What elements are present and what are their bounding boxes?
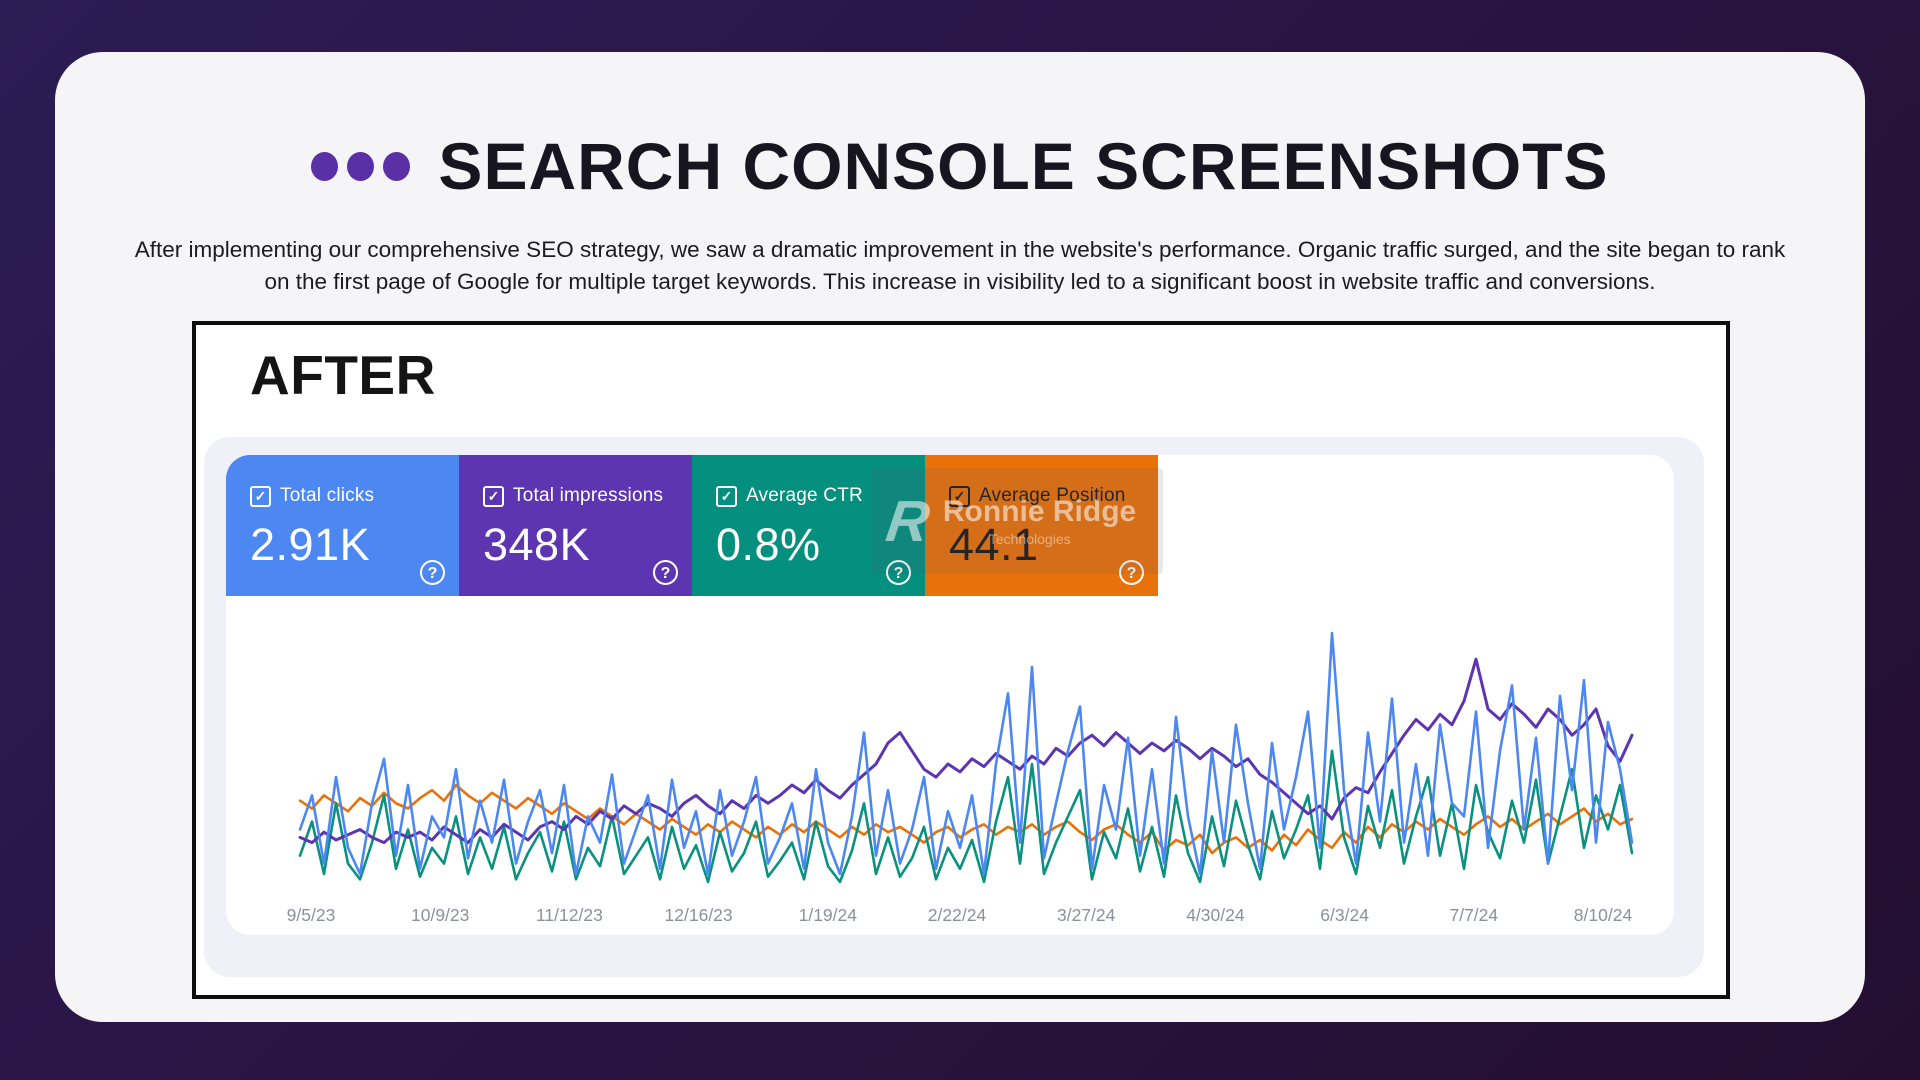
watermark-name: Ronnie Ridge	[942, 495, 1137, 528]
metric-label: Average Position	[979, 485, 1126, 506]
metric-label-row: ✓ Average Position	[949, 485, 1158, 507]
metric-card-total-clicks[interactable]: ✓ Total clicks 2.91K ?	[226, 455, 459, 596]
series-line-total-impressions	[298, 657, 1634, 845]
watermark: R Ronnie Ridge Technologies	[871, 468, 1163, 574]
dot-icon	[383, 151, 411, 181]
description-text: After implementing our comprehensive SEO…	[134, 237, 1786, 295]
slide-header: SEARCH CONSOLE SCREENSHOTS	[55, 128, 1865, 204]
x-tick-label: 8/10/24	[1573, 905, 1633, 925]
x-tick-label: 2/22/24	[927, 905, 987, 925]
help-icon[interactable]: ?	[886, 560, 911, 585]
metric-label-row: ✓ Total clicks	[250, 485, 459, 507]
checkbox-checked-icon[interactable]: ✓	[250, 485, 271, 507]
metric-card-average-ctr[interactable]: ✓ Average CTR 0.8% ?	[692, 455, 925, 596]
series-line-average-ctr	[298, 749, 1634, 884]
metric-card-total-impressions[interactable]: ✓ Total impressions 348K ?	[459, 455, 692, 596]
x-tick-label: 3/27/24	[1056, 905, 1116, 925]
checkbox-checked-icon[interactable]: ✓	[949, 485, 970, 507]
metric-cards-row: ✓ Total clicks 2.91K ? ✓ Total impressio…	[226, 455, 1158, 596]
slide-card: SEARCH CONSOLE SCREENSHOTS After impleme…	[55, 52, 1865, 1022]
metric-label: Average CTR	[746, 485, 863, 506]
x-tick-label: 11/12/23	[535, 905, 603, 925]
performance-card: ✓ Total clicks 2.91K ? ✓ Total impressio…	[226, 455, 1674, 935]
help-icon[interactable]: ?	[653, 560, 678, 585]
checkbox-checked-icon[interactable]: ✓	[483, 485, 504, 507]
help-icon[interactable]: ?	[420, 560, 445, 585]
x-tick-label: 1/19/24	[798, 905, 857, 925]
x-tick-label: 10/9/23	[410, 905, 470, 925]
series-line-total-clicks	[298, 631, 1634, 876]
metric-label: Total clicks	[280, 485, 375, 506]
x-axis: 9/5/23 10/9/23 11/12/23 12/16/23 1/19/24 2/22…	[246, 905, 1656, 927]
checkbox-checked-icon[interactable]: ✓	[716, 485, 737, 507]
line-chart	[298, 631, 1634, 884]
watermark-logo-icon: R	[882, 488, 934, 554]
x-tick-label: 4/30/24	[1186, 905, 1245, 925]
metric-label-row: ✓ Average CTR	[716, 485, 925, 507]
x-tick-label: 9/5/23	[286, 905, 336, 925]
x-tick-label: 6/3/24	[1320, 905, 1369, 925]
metric-label: Total impressions	[513, 485, 664, 506]
watermark-subtitle: Technologies	[988, 531, 1071, 547]
x-tick-label: 12/16/23	[664, 905, 733, 925]
metric-label-row: ✓ Total impressions	[483, 485, 692, 507]
metric-value: 0.8%	[716, 519, 821, 570]
x-tick-label: 7/7/24	[1449, 905, 1499, 925]
dot-icon	[311, 151, 339, 181]
metric-value: 44.1	[949, 519, 1039, 570]
accent-dots-icon	[311, 151, 411, 181]
search-console-panel: ✓ Total clicks 2.91K ? ✓ Total impressio…	[204, 437, 1704, 977]
series-line-average-position	[298, 783, 1634, 855]
screenshot-frame: AFTER ✓ Total clicks 2.91K ? ✓	[192, 321, 1730, 999]
metric-value: 348K	[483, 519, 591, 570]
metric-value: 2.91K	[250, 519, 371, 570]
dot-icon	[347, 151, 375, 181]
metric-card-average-position[interactable]: ✓ Average Position 44.1 ?	[925, 455, 1158, 596]
performance-chart: 9/5/23 10/9/23 11/12/23 12/16/23 1/19/24 2/22…	[246, 627, 1656, 927]
help-icon[interactable]: ?	[1119, 560, 1144, 585]
after-label: AFTER	[250, 344, 436, 406]
page-title: SEARCH CONSOLE SCREENSHOTS	[438, 129, 1609, 203]
